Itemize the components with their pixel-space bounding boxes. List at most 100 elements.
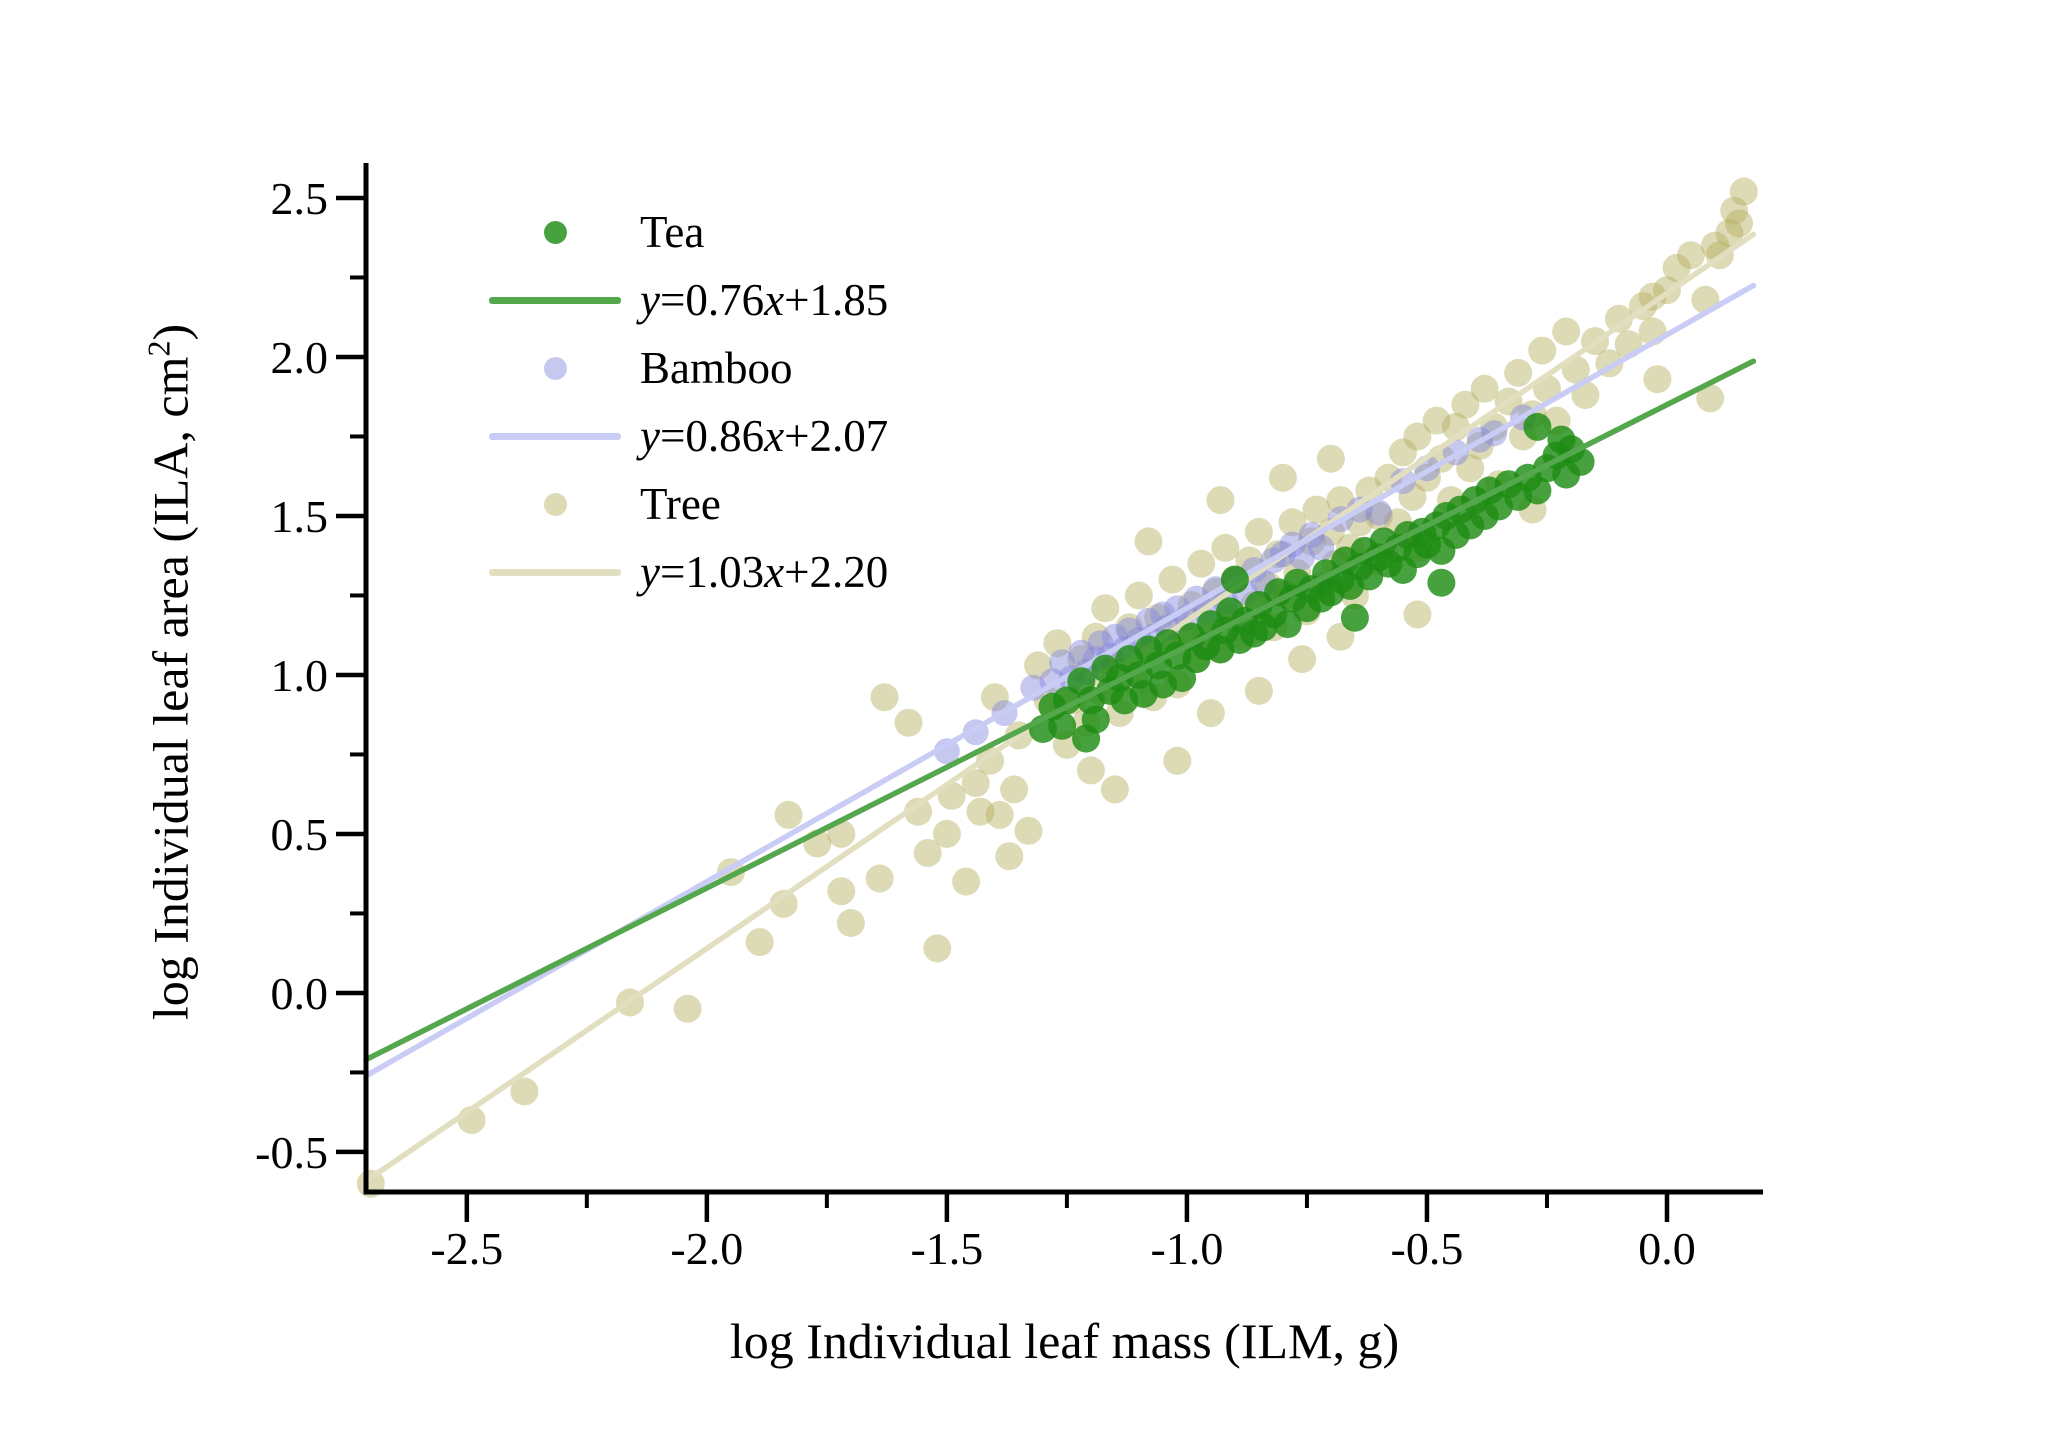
scatter-point-tea	[1081, 705, 1110, 734]
x-axis-tick-label: -2.5	[430, 1223, 503, 1274]
scatter-point-tree	[1163, 746, 1192, 775]
legend-item-tea: Tea	[470, 198, 888, 266]
bamboo-fit-line-icon	[489, 432, 621, 440]
scatter-point-bamboo	[1365, 499, 1392, 526]
scatter-point-tree	[1715, 219, 1744, 247]
scatter-point-tree	[1091, 594, 1120, 623]
scatter-point-tree	[1244, 517, 1273, 546]
scatter-point-tree	[1134, 527, 1163, 556]
scatter-point-tree	[995, 842, 1024, 871]
scatter-point-tree	[1124, 581, 1153, 610]
scatter-point-tree	[1278, 508, 1307, 537]
x-axis-title: log Individual leaf mass (ILM, g)	[729, 1313, 1400, 1369]
scatter-point-tree	[1024, 651, 1053, 680]
y-axis-title: log Individual leaf area (ILA, cm2)	[141, 324, 200, 1020]
y-axis-tick-label: 2.5	[271, 173, 329, 224]
legend-line-swatch-tree	[470, 568, 640, 576]
scatter-point-bamboo	[1068, 639, 1095, 666]
scatter-point-tree	[1504, 358, 1533, 387]
scatter-point-tree	[966, 797, 995, 826]
scatter-point-tree	[1696, 384, 1725, 413]
scatter-point-tree	[1244, 676, 1273, 705]
scatter-point-tea	[1048, 711, 1077, 740]
scatter-point-tree	[1316, 444, 1345, 473]
scatter-point-tree	[894, 708, 923, 737]
scatter-point-tree	[1388, 438, 1417, 467]
scatter-point-tree	[1413, 463, 1441, 492]
scatter-point-tree	[1076, 756, 1105, 785]
scatter-point-bamboo	[1289, 544, 1316, 571]
scatter-point-tree	[1081, 622, 1110, 651]
scatter-point-tree	[1158, 565, 1187, 594]
legend-item-tree-equation: y=1.03x+2.20	[470, 538, 888, 606]
scatter-point-tree	[985, 800, 1014, 829]
scatter-point-tree	[1014, 816, 1043, 845]
y-axis-tick-label: 0.0	[271, 968, 329, 1019]
scatter-point-tree	[1326, 486, 1355, 515]
scatter-point-bamboo	[1049, 649, 1076, 676]
scatter-point-tree	[1480, 412, 1509, 441]
scatter-point-tree	[1326, 622, 1355, 651]
legend-label-tea: Tea	[640, 206, 705, 257]
legend-equation-tea: y=0.76x+1.85	[640, 274, 889, 325]
x-axis-tick-label: -0.5	[1391, 1223, 1464, 1274]
scatter-point-tree	[976, 746, 1005, 775]
y-axis-tick-label: -0.5	[255, 1127, 328, 1178]
scatter-point-tree	[952, 867, 981, 896]
scatter-point-tree	[1403, 422, 1432, 451]
legend-line-swatch-bamboo	[470, 432, 640, 440]
scatter-point-tea	[1340, 603, 1369, 632]
axis-frame	[363, 163, 1763, 1195]
tea-fit-line-icon	[489, 296, 621, 304]
scatter-point-tree	[904, 797, 933, 826]
bamboo-marker-icon	[543, 356, 567, 380]
scatter-point-tree	[1451, 390, 1480, 419]
scatter-point-tree	[1456, 454, 1485, 483]
legend-line-swatch-tea	[470, 296, 640, 304]
legend-equation-tree: y=1.03x+2.20	[640, 546, 889, 597]
legend-dot-swatch-bamboo	[470, 356, 640, 380]
scatter-point-tree	[1662, 253, 1691, 282]
scatter-point-tree	[1720, 196, 1749, 225]
scatter-point-tea	[1523, 476, 1552, 505]
scatter-point-bamboo	[1087, 630, 1114, 657]
scatter-point-bamboo	[1308, 534, 1335, 561]
scatter-point-tree	[1196, 699, 1225, 728]
scatter-point-tree	[836, 909, 865, 937]
scatter-point-tree	[1374, 463, 1403, 492]
scatter-point-tree	[870, 683, 899, 712]
scatter-point-tree	[769, 889, 798, 918]
y-axis-title-text: log Individual leaf area (ILA, cm	[142, 356, 199, 1021]
scatter-point-tree	[961, 769, 990, 798]
scatter-point-tree	[673, 994, 702, 1023]
legend-item-tea-equation: y=0.76x+1.85	[470, 266, 888, 334]
scatter-point-tree	[923, 934, 952, 963]
tree-marker-icon	[543, 492, 567, 516]
scatter-point-tree	[980, 683, 1009, 712]
scatter-point-tree	[1677, 241, 1705, 270]
scatter-point-tea	[1427, 568, 1456, 597]
legend-item-bamboo: Bamboo	[470, 334, 888, 402]
legend-item-tree: Tree	[470, 470, 888, 538]
scatter-point-tree	[1288, 645, 1317, 674]
y-axis-tick-label: 2.0	[271, 332, 329, 383]
scatter-point-tree	[1729, 177, 1758, 206]
scatter-point-tree	[1398, 482, 1427, 511]
scatter-point-tea	[1273, 610, 1302, 639]
scatter-point-tree	[1725, 209, 1753, 238]
x-axis-tick-label: -2.0	[670, 1223, 743, 1274]
y-axis-title-superscript: 2	[140, 340, 177, 357]
tree-fit-line-icon	[489, 568, 621, 576]
scatter-point-tree	[932, 819, 961, 848]
y-axis-title-close: )	[142, 323, 199, 341]
scatter-point-bamboo	[933, 738, 960, 765]
legend-label-bamboo: Bamboo	[640, 342, 793, 393]
scatter-point-tree	[510, 1077, 539, 1106]
scatter-point-tree	[913, 839, 942, 867]
scatter-point-tree	[1364, 502, 1393, 530]
scatter-point-tree	[1605, 304, 1633, 333]
scatter-point-tree	[1268, 463, 1297, 492]
tea-marker-icon	[543, 220, 567, 244]
scatter-point-tea	[1523, 412, 1552, 441]
